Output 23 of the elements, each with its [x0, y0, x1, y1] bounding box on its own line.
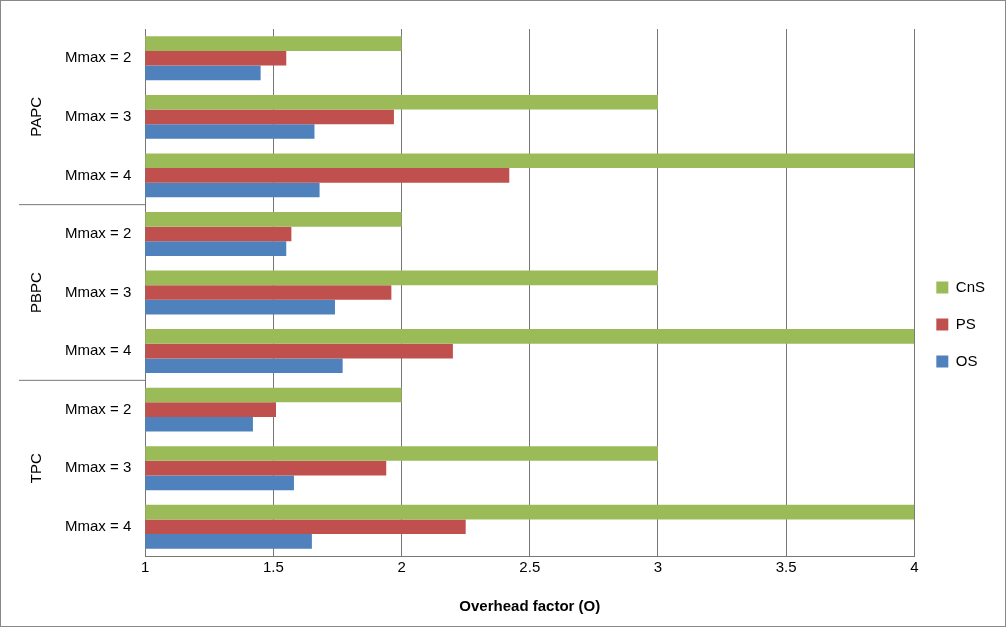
y-tick-label: Mmax = 3 — [64, 458, 132, 476]
y-tick-label: Mmax = 4 — [64, 165, 132, 183]
x-tick-label: 3 — [653, 558, 663, 576]
x-tick-label: 1.5 — [263, 558, 284, 576]
x-tick-label: 2.5 — [519, 558, 541, 576]
text: PAPC — [27, 96, 45, 137]
y-tick-label: Mmax = 3 — [64, 282, 132, 300]
text: PBPC — [27, 271, 45, 313]
y-tick-label: Mmax = 2 — [64, 48, 132, 66]
x-tick-label: 2 — [397, 558, 406, 576]
y-tick-label: Mmax = 2 — [64, 224, 132, 242]
y-tick-label: Mmax = 3 — [64, 106, 132, 124]
text: TPC — [27, 453, 45, 484]
x-tick-label: 1 — [141, 558, 150, 576]
x-tick-label: 3.5 — [775, 558, 797, 576]
x-tick-label: 4 — [910, 558, 919, 576]
legend-label: OS — [955, 351, 978, 369]
y-tick-label: Mmax = 4 — [64, 341, 132, 359]
y-tick-label: Mmax = 2 — [64, 399, 132, 417]
legend-label: CnS — [955, 277, 986, 295]
x-axis-title: Overhead factor (O) — [459, 597, 601, 615]
legend-label: PS — [955, 314, 976, 332]
y-tick-label: Mmax = 4 — [64, 516, 132, 534]
